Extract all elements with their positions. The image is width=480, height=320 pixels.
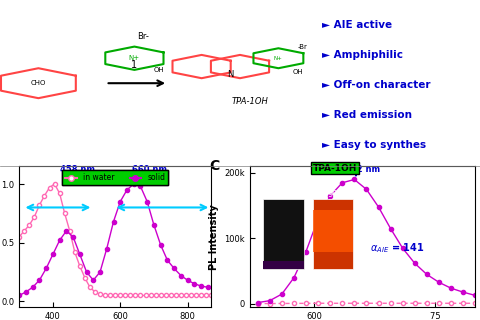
Text: C: C	[209, 159, 219, 173]
Text: OH: OH	[293, 68, 303, 75]
Text: 458 nm: 458 nm	[60, 165, 95, 174]
Text: TPA-1OH: TPA-1OH	[313, 164, 357, 172]
Text: TPA-1OH: TPA-1OH	[231, 97, 268, 106]
Text: ► Amphiphilic: ► Amphiphilic	[322, 50, 403, 60]
Text: 660 nm: 660 nm	[132, 165, 167, 174]
Y-axis label: PL Intensity: PL Intensity	[208, 204, 218, 270]
Text: 1: 1	[132, 60, 137, 70]
Text: ► AIE active: ► AIE active	[322, 20, 392, 30]
Text: OH: OH	[154, 67, 164, 73]
Text: -Br: -Br	[298, 44, 308, 50]
Text: ► Off-on character: ► Off-on character	[322, 80, 430, 90]
Text: Br-: Br-	[137, 32, 149, 41]
Text: CHO: CHO	[31, 80, 46, 86]
Text: N+: N+	[129, 55, 140, 61]
Text: 652 nm: 652 nm	[345, 164, 380, 174]
Text: ► Easy to synthes: ► Easy to synthes	[322, 140, 426, 150]
Text: $\alpha_{AIE}$ = 141: $\alpha_{AIE}$ = 141	[371, 242, 425, 255]
Text: ► Red emission: ► Red emission	[322, 110, 412, 120]
Legend: in water, solid: in water, solid	[62, 170, 168, 185]
Text: N: N	[227, 70, 234, 79]
Text: N+: N+	[274, 56, 283, 61]
